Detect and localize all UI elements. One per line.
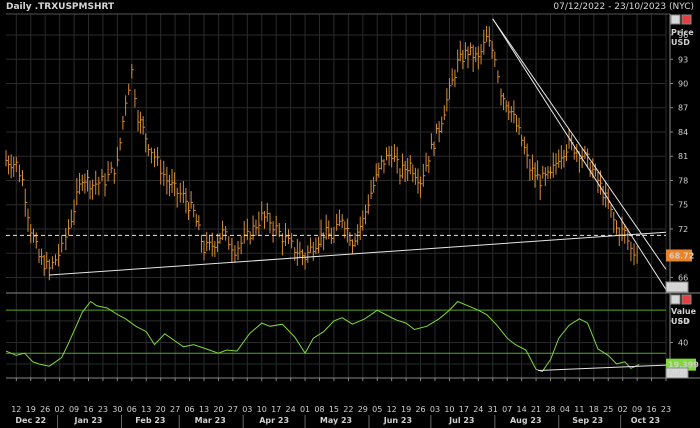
last-price-badge (666, 249, 692, 262)
price-y-tick-label: 75 (678, 201, 688, 210)
x-tick-label: 02 (618, 405, 628, 414)
price-y-tick-label: 78 (678, 176, 688, 185)
price-y-tick-label: 84 (678, 128, 688, 137)
x-tick-label: 16 (83, 405, 93, 414)
x-tick-label: 01 (300, 405, 310, 414)
price-trendline-1 (49, 231, 667, 276)
indicator-axis-unit: USD (671, 317, 690, 326)
x-tick-label: 10 (444, 405, 454, 414)
x-tick-label: 02 (55, 405, 65, 414)
x-tick-label: 15 (329, 405, 339, 414)
price-trendline-3 (492, 18, 667, 270)
x-tick-label: 16 (646, 405, 656, 414)
last-value-label: 19.399 (668, 361, 699, 370)
indicator-auto-label: Auto (668, 369, 687, 378)
price-y-tick-label: 90 (678, 80, 688, 89)
price-auto-button (665, 281, 689, 293)
price-y-tick-label: 81 (678, 152, 688, 161)
x-tick-label: 27 (170, 405, 180, 414)
indicator-settings-icon (670, 294, 681, 305)
x-month-label: Oct 23 (631, 416, 660, 425)
price-auto-label: Auto (668, 283, 687, 292)
price-axis-label: Price (671, 28, 694, 37)
x-tick-label: 23 (661, 405, 671, 414)
x-month-label: Dec 22 (15, 416, 46, 425)
grid (6, 14, 667, 378)
indicator-series-line (5, 300, 640, 373)
chart-title: Daily .TRXUSPMSHRT (6, 2, 115, 12)
x-tick-label: 20 (156, 405, 166, 414)
x-tick-label: 17 (459, 405, 469, 414)
indicator-y-tick-label: 40 (678, 338, 688, 347)
indicator-axis-label: Value (671, 307, 697, 316)
x-tick-label: 11 (574, 405, 584, 414)
x-tick-label: 03 (242, 405, 252, 414)
x-tick-label: 10 (257, 405, 267, 414)
price-y-tick-label: 72 (678, 225, 688, 234)
x-month-label: Jul 23 (448, 416, 474, 425)
price-close-icon (681, 14, 692, 25)
price-bars (5, 26, 638, 281)
last-price-label: 68.72 (669, 251, 694, 260)
price-y-tick-label: 66 (678, 273, 688, 282)
x-tick-label: 07 (502, 405, 512, 414)
x-tick-label: 24 (286, 405, 296, 414)
date-range: 07/12/2022 - 23/10/2023 (NYC) (553, 2, 694, 12)
x-tick-label: 17 (271, 405, 281, 414)
x-tick-label: 06 (127, 405, 137, 414)
indicator-auto-button (665, 367, 689, 379)
price-y-tick-label: 93 (678, 55, 688, 64)
x-tick-label: 06 (184, 405, 194, 414)
x-tick-label: 14 (517, 405, 527, 414)
x-tick-label: 04 (560, 405, 570, 414)
x-tick-label: 09 (69, 405, 79, 414)
x-month-label: Sep 23 (572, 416, 603, 425)
x-month-label: May 23 (320, 416, 352, 425)
x-month-label: Apr 23 (259, 416, 289, 425)
x-tick-label: 20 (213, 405, 223, 414)
x-tick-label: 12 (11, 405, 21, 414)
price-trendline-2 (492, 18, 667, 290)
price-y-tick-label: 96 (678, 31, 688, 40)
x-month-label: Feb 23 (135, 416, 165, 425)
x-tick-label: 08 (314, 405, 324, 414)
x-month-label: Jun 23 (383, 416, 412, 425)
x-month-label: Mar 23 (195, 416, 226, 425)
x-tick-label: 22 (343, 405, 353, 414)
x-tick-label: 21 (531, 405, 541, 414)
x-tick-label: 29 (358, 405, 368, 414)
x-tick-label: 12 (387, 405, 397, 414)
x-tick-label: 26 (40, 405, 50, 414)
price-y-tick-label: 87 (678, 104, 688, 113)
x-tick-label: 18 (589, 405, 599, 414)
x-tick-label: 27 (228, 405, 238, 414)
x-tick-label: 19 (401, 405, 411, 414)
x-tick-label: 25 (603, 405, 613, 414)
x-tick-label: 09 (632, 405, 642, 414)
x-month-label: Aug 23 (510, 416, 542, 425)
x-tick-label: 26 (415, 405, 425, 414)
x-tick-label: 31 (488, 405, 498, 414)
x-tick-label: 05 (372, 405, 382, 414)
x-tick-label: 28 (545, 405, 555, 414)
indicator-close-icon (681, 294, 692, 305)
x-tick-label: 23 (98, 405, 108, 414)
x-tick-label: 19 (26, 405, 36, 414)
indicator-trendline (538, 364, 667, 371)
x-tick-label: 30 (112, 405, 122, 414)
x-tick-label: 13 (141, 405, 151, 414)
price-settings-icon (670, 14, 681, 25)
price-axis-unit: USD (671, 38, 690, 47)
x-tick-label: 13 (199, 405, 209, 414)
x-tick-label: 24 (473, 405, 483, 414)
x-month-label: Jan 23 (74, 416, 103, 425)
indicator-y-tick-label: 60 (678, 317, 688, 326)
x-tick-label: 03 (430, 405, 440, 414)
